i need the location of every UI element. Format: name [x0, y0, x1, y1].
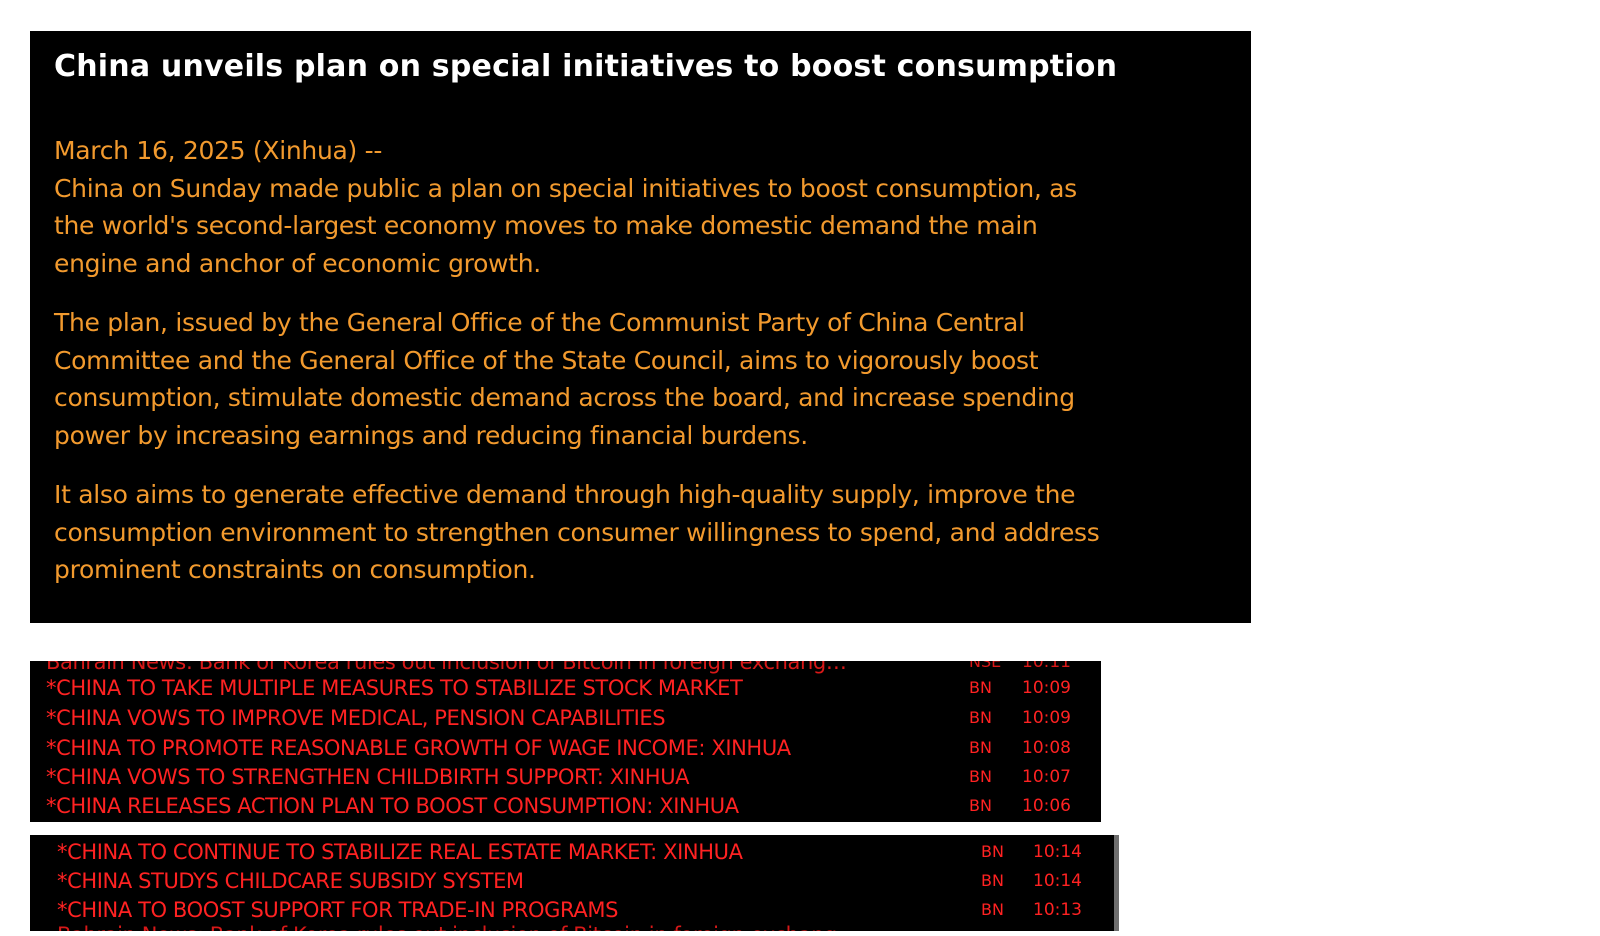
- headline-text: *CHINA RELEASES ACTION PLAN TO BOOST CON…: [46, 794, 739, 818]
- headline-text: *CHINA TO TAKE MULTIPLE MEASURES TO STAB…: [46, 676, 743, 700]
- headline-text: *CHINA TO BOOST SUPPORT FOR TRADE-IN PRO…: [57, 898, 618, 922]
- headline-source: BN: [969, 738, 992, 757]
- headline-time: 10:11: [1022, 661, 1071, 672]
- headline-text: Bahrain News: Bank of Korea rules out in…: [46, 661, 847, 674]
- headline-source: BN: [981, 871, 1004, 890]
- headline-source: BN: [981, 842, 1004, 861]
- headline-time: 10:09: [1022, 678, 1071, 698]
- headline-time: 10:07: [1022, 767, 1071, 787]
- headline-time: 10:13: [1033, 900, 1082, 920]
- headline-row[interactable]: *CHINA TO BOOST SUPPORT FOR TRADE-IN PRO…: [30, 895, 1114, 925]
- headline-text: *CHINA VOWS TO STRENGTHEN CHILDBIRTH SUP…: [46, 765, 690, 789]
- headline-source: BN: [969, 796, 992, 815]
- headline-row[interactable]: *CHINA RELEASES ACTION PLAN TO BOOST CON…: [30, 791, 1101, 821]
- headline-row-cut-bottom[interactable]: Bahrain News: Bank of Korea rules out in…: [30, 920, 1114, 931]
- article-dateline: March 16, 2025 (Xinhua) --: [54, 136, 383, 165]
- headline-text: *CHINA TO CONTINUE TO STABILIZE REAL EST…: [57, 840, 743, 864]
- headline-row[interactable]: *CHINA VOWS TO STRENGTHEN CHILDBIRTH SUP…: [30, 762, 1101, 792]
- headline-text: *CHINA VOWS TO BOOST INCOME: XINHUA: [46, 817, 484, 822]
- headline-text: *CHINA TO PROMOTE REASONABLE GROWTH OF W…: [46, 736, 791, 760]
- news-article-panel: China unveils plan on special initiative…: [30, 31, 1251, 623]
- headline-time: 10:14: [1033, 842, 1082, 862]
- headline-row[interactable]: *CHINA TO TAKE MULTIPLE MEASURES TO STAB…: [30, 673, 1101, 703]
- headline-source: NSE: [969, 661, 1002, 671]
- headline-source: BN: [981, 900, 1004, 919]
- headline-feed-lower: *CHINA TO CONTINUE TO STABILIZE REAL EST…: [30, 835, 1119, 931]
- headline-source: BN: [969, 767, 992, 786]
- headline-text: Bahrain News: Bank of Korea rules out in…: [57, 920, 858, 931]
- headline-time: 10:06: [1022, 796, 1071, 816]
- headline-source: BN: [969, 678, 992, 697]
- headline-row-cut-top[interactable]: Bahrain News: Bank of Korea rules out in…: [30, 661, 1101, 677]
- article-title: China unveils plan on special initiative…: [54, 49, 1118, 84]
- headline-row[interactable]: *CHINA VOWS TO IMPROVE MEDICAL, PENSION …: [30, 703, 1101, 733]
- headline-row[interactable]: *CHINA STUDYS CHILDCARE SUBSIDY SYSTEM B…: [30, 866, 1114, 896]
- headline-row-cut-bottom[interactable]: *CHINA VOWS TO BOOST INCOME: XINHUA: [30, 817, 1101, 822]
- article-paragraph-1: China on Sunday made public a plan on sp…: [54, 173, 1077, 278]
- article-paragraph-3: It also aims to generate effective deman…: [54, 480, 1100, 584]
- article-paragraph-2: The plan, issued by the General Office o…: [54, 308, 1075, 450]
- headline-row[interactable]: *CHINA TO PROMOTE REASONABLE GROWTH OF W…: [30, 733, 1101, 763]
- headline-time: 10:09: [1022, 708, 1071, 728]
- headline-time: 10:08: [1022, 738, 1071, 758]
- headline-text: *CHINA VOWS TO IMPROVE MEDICAL, PENSION …: [46, 706, 666, 730]
- headline-text: *CHINA STUDYS CHILDCARE SUBSIDY SYSTEM: [57, 869, 524, 893]
- headline-row[interactable]: *CHINA TO CONTINUE TO STABILIZE REAL EST…: [30, 837, 1114, 867]
- headline-time: 10:14: [1033, 871, 1082, 891]
- headline-feed-upper: Bahrain News: Bank of Korea rules out in…: [30, 661, 1101, 826]
- headline-source: BN: [969, 708, 992, 727]
